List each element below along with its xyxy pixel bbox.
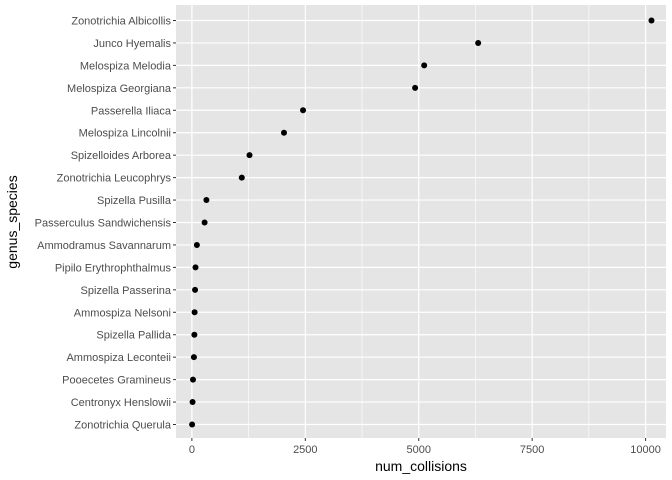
y-tick-label: Ammospiza Nelsoni: [74, 307, 171, 319]
y-tick-label: Melospiza Melodia: [80, 60, 172, 72]
x-tick-label: 7500: [520, 444, 544, 456]
x-tick-label: 10000: [630, 444, 661, 456]
y-tick-label: Centronyx Henslowii: [71, 397, 171, 409]
x-axis-title: num_collisions: [375, 458, 467, 474]
data-point: [193, 241, 200, 248]
y-tick-label: Spizella Pallida: [96, 330, 171, 342]
data-point: [190, 354, 197, 361]
data-point: [238, 174, 245, 181]
y-tick-label: Pipilo Erythrophthalmus: [55, 262, 172, 274]
data-point: [189, 399, 196, 406]
y-tick-label: Melospiza Lincolnii: [79, 128, 171, 140]
data-point: [246, 152, 253, 159]
x-tick-label: 0: [189, 444, 195, 456]
x-tick-label: 5000: [406, 444, 430, 456]
data-point: [201, 219, 208, 226]
data-point: [475, 39, 482, 46]
y-tick-label: Junco Hyemalis: [93, 38, 171, 50]
y-tick-label: Passerella Iliaca: [91, 105, 172, 117]
data-point: [280, 129, 287, 136]
y-tick-label: Spizelloides Arborea: [71, 150, 172, 162]
y-axis-title: genus_species: [4, 175, 20, 268]
y-tick-label: Pooecetes Gramineus: [62, 375, 171, 387]
data-point: [191, 331, 198, 338]
data-point: [189, 421, 196, 428]
data-point: [421, 62, 428, 69]
data-points: [189, 17, 655, 428]
data-point: [412, 84, 419, 91]
y-tick-label: Passerculus Sandwichensis: [35, 218, 172, 230]
y-tick-label: Ammodramus Savannarum: [37, 240, 171, 252]
x-axis: 0 2500 5000 7500 10000: [189, 438, 661, 456]
y-tick-label: Zonotrichia Albicollis: [71, 16, 171, 28]
y-tick-label: Ammospiza Leconteii: [66, 352, 171, 364]
data-point: [191, 309, 198, 316]
panel-background: [176, 5, 666, 438]
y-tick-label: Zonotrichia Leucophrys: [57, 173, 172, 185]
x-tick-label: 2500: [293, 444, 317, 456]
y-axis: Zonotrichia Albicollis Junco Hyemalis Melo…: [35, 16, 176, 432]
y-tick-label: Spizella Passerina: [81, 285, 172, 297]
y-tick-label: Spizella Pusilla: [97, 195, 172, 207]
grid: [176, 5, 666, 438]
data-point: [192, 286, 199, 293]
data-point: [190, 376, 197, 383]
data-point: [300, 107, 307, 114]
y-tick-label: Zonotrichia Querula: [74, 420, 171, 432]
data-point: [648, 17, 655, 24]
data-point: [203, 197, 210, 204]
y-tick-label: Melospiza Georgiana: [67, 83, 172, 95]
data-point: [192, 264, 199, 271]
